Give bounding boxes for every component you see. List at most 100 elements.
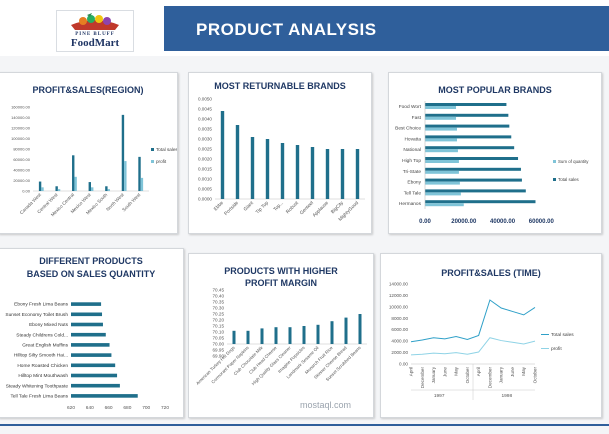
margin-chart: 69.9069.9570.0070.0570.1070.1570.2070.25… xyxy=(195,288,367,386)
x-tick-label: June xyxy=(510,367,515,377)
bar-profit xyxy=(41,187,44,191)
y-tick-label: Ebony Mixed Nuts xyxy=(29,322,69,328)
y-tick-label: 70.30 xyxy=(213,306,225,311)
bar-profit xyxy=(57,189,61,191)
legend-label: Total sales xyxy=(551,332,574,338)
x-tick-label: Portside xyxy=(223,200,240,217)
y-tick-label: 40000.00 xyxy=(13,168,30,173)
margin-chart-panel[interactable]: PRODUCTS WITH HIGHER PROFIT MARGIN 69.90… xyxy=(188,253,374,418)
bar-sum-of-quantity xyxy=(425,149,458,153)
bar xyxy=(71,394,138,398)
x-tick-label: Tip Top xyxy=(255,200,270,215)
time-chart: 0.00 2000.00 4000.00 6000.00 8000.00 10000.00… xyxy=(389,282,574,400)
bar xyxy=(316,324,320,344)
popular-chart-panel[interactable]: MOST POPULAR BRANDS Food Wort Fast Best Ch… xyxy=(388,72,602,234)
x-tick-label: 720 xyxy=(161,405,169,411)
chart-title: MOST RETURNABLE BRANDS xyxy=(214,81,346,91)
chart-title: PROFIT&SALES (TIME) xyxy=(441,268,541,278)
y-tick-label: Food Wort xyxy=(399,104,422,110)
bar xyxy=(71,343,110,347)
x-tick-label: October xyxy=(465,367,470,384)
y-tick-label: 70.15 xyxy=(213,324,225,329)
y-tick-label: 160000.00 xyxy=(11,105,31,110)
returnable-chart-panel[interactable]: MOST RETURNABLE BRANDS 0.0000 0.0005 0.001… xyxy=(188,72,372,234)
y-tick-label: 8000.00 xyxy=(391,316,408,321)
bar-total-sales xyxy=(425,124,510,128)
y-tick-label: 0.00 xyxy=(399,362,408,367)
y-tick-label: 60000.00 xyxy=(13,157,30,162)
returnable-chart: 0.0000 0.0005 0.0010 0.0015 0.0020 0.0025 0.00… xyxy=(198,97,365,223)
bar-profit xyxy=(91,187,94,191)
y-tick-label: Ebony Fresh Lima Beans xyxy=(14,302,68,308)
x-tick-label: June xyxy=(442,367,447,377)
chart-title-line-1: PRODUCTS WITH HIGHER xyxy=(224,266,338,276)
bar-sum-of-quantity xyxy=(425,106,457,109)
line-profit xyxy=(410,337,536,356)
bar xyxy=(71,363,116,368)
bar xyxy=(280,143,285,199)
x-tick-label: 60000.00 xyxy=(529,219,555,225)
y-tick-label: 0.0010 xyxy=(198,177,212,182)
y-tick-label: 0.0015 xyxy=(198,167,212,172)
y-tick-label: 14000.00 xyxy=(389,282,409,287)
bar-sum-of-quantity xyxy=(425,192,461,196)
x-tick-label: 20000.00 xyxy=(451,219,477,225)
y-tick-label: Tell Tale xyxy=(404,190,422,196)
bar xyxy=(330,321,334,344)
legend-swatch xyxy=(151,148,154,151)
y-tick-label: Steady Childrens Cold... xyxy=(16,332,68,338)
x-tick-label: April xyxy=(409,367,414,376)
year-label: 1998 xyxy=(501,393,512,399)
y-tick-label: 20000.00 xyxy=(13,178,30,183)
region-chart-panel[interactable]: PROFIT&SALES(REGION) 0.00 20000.00 40000.0… xyxy=(0,72,178,234)
chart-title-line-1: DIFFERENT PRODUCTS xyxy=(39,256,143,266)
bar-total-sales xyxy=(425,103,507,106)
y-tick-label: 80000.00 xyxy=(13,147,30,152)
y-tick-label: Tri-State xyxy=(403,169,422,175)
logo-brand-text: FoodMart xyxy=(70,37,120,49)
x-tick-label: October xyxy=(533,367,538,384)
x-tick-label: 660 xyxy=(105,405,113,411)
x-tick-label: 40000.00 xyxy=(490,219,516,225)
legend-swatch xyxy=(151,160,154,163)
y-tick-label: 0.0020 xyxy=(198,157,212,162)
y-tick-label: 70.45 xyxy=(213,288,225,293)
logo-fruit-basket-icon xyxy=(71,13,119,30)
header: PINE BLUFF FoodMart PRODUCT ANALYSIS xyxy=(0,0,609,56)
y-tick-label: 4000.00 xyxy=(391,339,408,344)
y-tick-label: 100000.00 xyxy=(11,136,31,141)
y-tick-label: 70.35 xyxy=(213,300,225,305)
y-tick-label: 69.95 xyxy=(213,348,225,353)
quantity-chart-panel[interactable]: DIFFERENT PRODUCTS BASED ON SALES QUANTI… xyxy=(0,248,184,418)
x-tick-label: Robust xyxy=(285,200,300,215)
bar-sum-of-quantity xyxy=(425,138,457,142)
bar xyxy=(246,330,250,344)
y-tick-label: 0.0000 xyxy=(198,197,212,202)
x-tick-label: Giant xyxy=(243,200,256,213)
bar-total-sales xyxy=(121,114,125,191)
logo-small-text: PINE BLUFF xyxy=(75,32,115,37)
y-tick-label: Fast xyxy=(412,115,422,121)
y-tick-label: 140000.00 xyxy=(11,115,31,120)
y-tick-label: Sunset Economy Toilet Brush xyxy=(5,312,68,318)
y-tick-label: 0.00 xyxy=(22,189,31,194)
y-tick-label: Steady Whitening Toothpaste xyxy=(6,383,69,389)
bar-total-sales xyxy=(425,178,522,182)
legend-label: profit xyxy=(551,346,562,352)
bar-total-sales xyxy=(72,155,75,191)
bar xyxy=(71,383,120,388)
bar xyxy=(358,314,362,344)
y-tick-label: 0.0035 xyxy=(198,127,212,132)
time-chart-panel[interactable]: PROFIT&SALES (TIME) 0.00 2000.00 4000.00 60… xyxy=(380,253,602,418)
chart-title: MOST POPULAR BRANDS xyxy=(438,85,552,95)
x-tick-label: Ebbe xyxy=(213,200,225,212)
y-tick-label: 0.0040 xyxy=(198,117,212,122)
bar-sum-of-quantity xyxy=(425,170,459,174)
watermark: mostaql.com xyxy=(300,400,352,410)
bar xyxy=(265,139,270,199)
bar xyxy=(220,111,225,199)
y-tick-label: Home Roasted Chicken xyxy=(17,363,68,369)
bar xyxy=(71,332,106,337)
x-tick-label: 620 xyxy=(67,405,75,411)
bar xyxy=(260,328,264,344)
